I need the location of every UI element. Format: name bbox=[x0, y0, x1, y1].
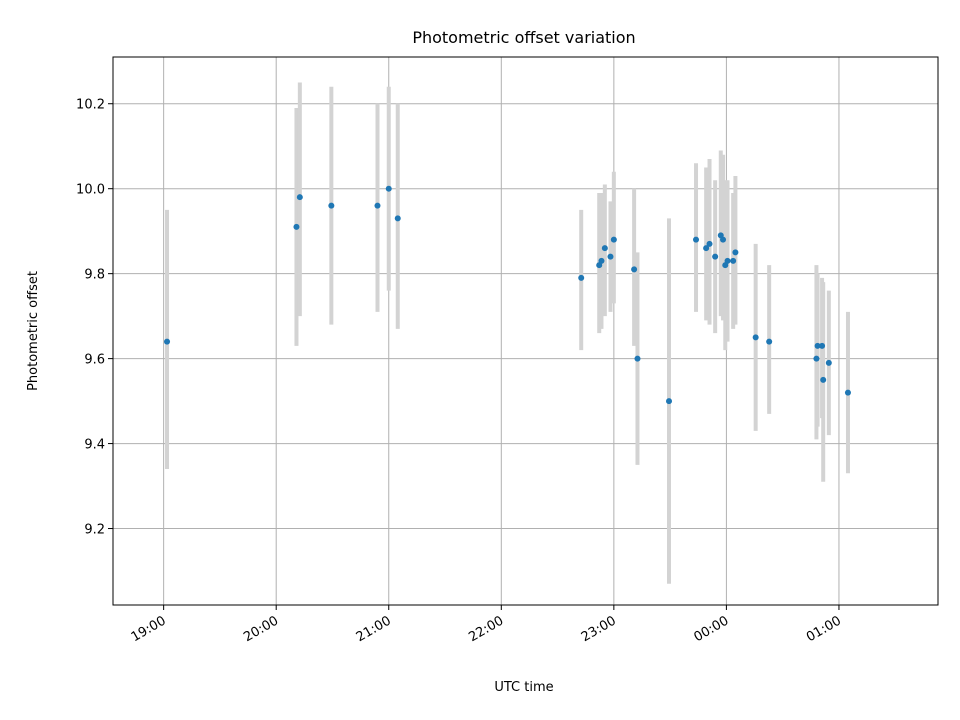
x-tick-label: 21:00 bbox=[354, 613, 394, 645]
data-point bbox=[706, 240, 713, 247]
y-axis-ticks: 9.2 9.4 9.6 9.8 10.0 10.2 bbox=[76, 98, 113, 538]
data-point bbox=[666, 398, 673, 405]
x-tick-label: 19:00 bbox=[129, 613, 169, 645]
x-axis-ticks: 19:00 20:00 21:00 22:00 23:00 00:00 01:00 bbox=[129, 605, 844, 645]
data-point bbox=[720, 236, 727, 243]
data-point bbox=[374, 202, 381, 209]
data-point bbox=[385, 185, 392, 192]
y-tick-label: 10.2 bbox=[76, 98, 105, 113]
y-tick-label: 9.2 bbox=[84, 523, 105, 538]
data-point bbox=[813, 355, 820, 362]
data-point bbox=[293, 223, 300, 230]
data-point bbox=[634, 355, 641, 362]
grid-lines bbox=[113, 57, 938, 605]
y-tick-label: 10.0 bbox=[76, 183, 105, 198]
x-tick-label: 23:00 bbox=[579, 613, 619, 645]
data-point bbox=[601, 245, 608, 252]
data-point bbox=[825, 359, 832, 366]
data-point bbox=[732, 249, 739, 256]
data-point bbox=[819, 342, 826, 349]
data-point bbox=[610, 236, 617, 243]
data-point bbox=[724, 257, 731, 264]
data-point bbox=[164, 338, 171, 345]
data-point bbox=[703, 245, 710, 252]
y-tick-label: 9.8 bbox=[84, 268, 105, 283]
data-point bbox=[394, 215, 401, 222]
data-point bbox=[607, 253, 614, 260]
data-point bbox=[296, 194, 303, 201]
x-tick-label: 01:00 bbox=[804, 613, 844, 645]
x-tick-label: 00:00 bbox=[691, 613, 731, 645]
data-point bbox=[598, 257, 605, 264]
data-point bbox=[328, 202, 335, 209]
data-point bbox=[820, 376, 827, 383]
data-point bbox=[752, 334, 759, 341]
data-point bbox=[844, 389, 851, 396]
data-point bbox=[712, 253, 719, 260]
error-bars bbox=[165, 82, 850, 584]
x-axis-label: UTC time bbox=[494, 680, 553, 695]
plot-frame bbox=[112, 56, 939, 606]
data-point bbox=[814, 342, 821, 349]
y-axis-label: Photometric offset bbox=[26, 271, 41, 391]
data-point bbox=[730, 257, 737, 264]
x-tick-label: 22:00 bbox=[466, 613, 506, 645]
data-point bbox=[766, 338, 773, 345]
y-tick-label: 9.4 bbox=[84, 438, 105, 453]
chart-title: Photometric offset variation bbox=[412, 28, 635, 47]
x-tick-label: 20:00 bbox=[241, 613, 281, 645]
data-point bbox=[693, 236, 700, 243]
y-tick-label: 9.6 bbox=[84, 353, 105, 368]
data-points bbox=[164, 185, 851, 405]
data-point bbox=[631, 266, 638, 273]
data-point bbox=[578, 274, 585, 281]
